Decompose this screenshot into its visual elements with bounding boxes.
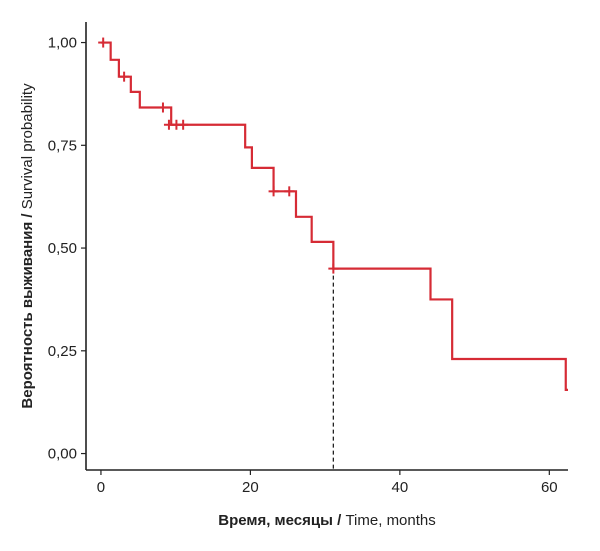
y-axis-label-ru: Вероятность выживания [19, 222, 36, 409]
censor-mark [157, 102, 168, 113]
x-tick-label: 20 [242, 479, 259, 496]
x-axis-title: Время, месяцы / Time, months [218, 512, 436, 529]
axes [85, 22, 568, 471]
x-axis-label-ru: Время, месяцы [218, 512, 333, 529]
x-axis-label-en: Time, months [345, 512, 435, 529]
censor-mark [284, 186, 295, 197]
x-axis-label-separator: / [333, 512, 346, 529]
axis-ticks: 0,00 0,25 0,50 0,75 1,00 0 20 40 60 [48, 35, 558, 496]
y-tick-label: 0,50 [48, 240, 77, 257]
censor-mark [119, 71, 130, 82]
survival-curve [100, 41, 568, 391]
censor-mark [328, 263, 339, 274]
survival-step-line [100, 41, 568, 391]
x-tick-label: 60 [541, 479, 558, 496]
x-tick-label: 40 [392, 479, 409, 496]
censor-mark [98, 37, 109, 48]
x-axis-label: Время, месяцы / Time, months [218, 512, 436, 529]
y-axis-label-separator: / [19, 209, 36, 222]
y-tick-label: 0,75 [48, 137, 77, 154]
y-axis-label-en: Survival probability [19, 83, 36, 209]
y-axis-label: Вероятность выживания / Survival probabi… [19, 83, 36, 409]
y-tick-label: 1,00 [48, 35, 77, 52]
y-tick-label: 0,25 [48, 343, 77, 360]
y-axis-title: Вероятность выживания / Survival probabi… [19, 83, 36, 409]
x-tick-label: 0 [97, 479, 105, 496]
censor-marks [98, 37, 339, 274]
y-tick-label: 0,00 [48, 446, 77, 463]
censor-mark [268, 186, 279, 197]
censor-mark [178, 119, 189, 130]
